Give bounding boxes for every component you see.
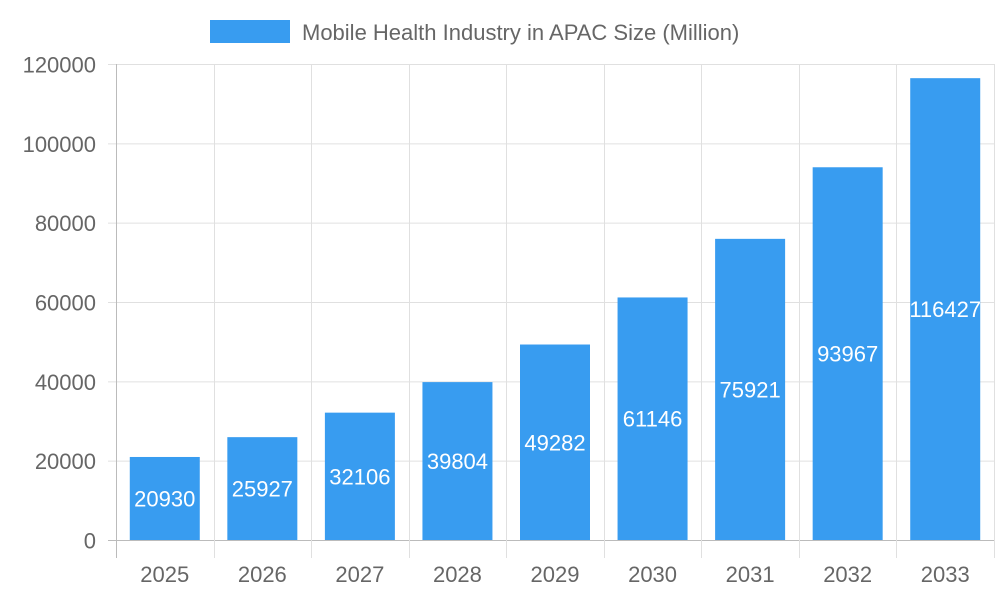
bar-2033[interactable] xyxy=(910,78,981,540)
bar-2025[interactable] xyxy=(129,456,200,540)
data-label: 116427 xyxy=(909,297,981,322)
y-tick-label: 100000 xyxy=(23,132,96,157)
x-tick-label: 2033 xyxy=(921,562,970,587)
x-tick-label: 2027 xyxy=(335,562,384,587)
bar-2031[interactable] xyxy=(715,238,786,541)
x-tick-label: 2025 xyxy=(140,562,189,587)
y-axis: 0 20000 40000 60000 80000 100000 120000 xyxy=(23,53,96,554)
data-label: 20930 xyxy=(134,486,195,511)
data-label: 49282 xyxy=(524,430,585,455)
bar-2029[interactable] xyxy=(520,344,590,540)
x-tick-label: 2026 xyxy=(238,562,287,587)
bar-2030[interactable] xyxy=(617,297,688,540)
bar-2027[interactable] xyxy=(324,412,395,540)
y-tick-label: 40000 xyxy=(35,370,96,395)
y-tick-label: 60000 xyxy=(35,291,96,316)
data-label: 61146 xyxy=(623,407,683,432)
data-label: 93967 xyxy=(817,342,878,367)
bars xyxy=(129,78,981,541)
data-label: 25927 xyxy=(232,477,293,502)
grid xyxy=(108,64,995,558)
y-tick-label: 0 xyxy=(84,529,96,554)
legend[interactable]: Mobile Health Industry in APAC Size (Mil… xyxy=(210,20,739,45)
y-tick-label: 120000 xyxy=(23,53,96,78)
x-tick-label: 2029 xyxy=(531,562,580,587)
bar-2032[interactable] xyxy=(812,167,883,541)
data-label: 75921 xyxy=(720,377,781,402)
y-tick-label: 80000 xyxy=(35,211,96,236)
data-label: 32106 xyxy=(329,464,390,489)
legend-swatch xyxy=(210,20,290,43)
x-tick-label: 2030 xyxy=(628,562,677,587)
x-tick-label: 2028 xyxy=(433,562,482,587)
y-tick-label: 20000 xyxy=(35,449,96,474)
x-axis: 2025 2026 2027 2028 2029 2030 2031 2032 2033 xyxy=(140,562,969,587)
legend-label: Mobile Health Industry in APAC Size (Mil… xyxy=(302,20,739,45)
bar-2028[interactable] xyxy=(422,382,493,540)
x-tick-label: 2031 xyxy=(726,562,775,587)
data-labels: 20930 25927 32106 39804 49282 61146 75921 93967… xyxy=(134,297,981,511)
x-tick-label: 2032 xyxy=(823,562,872,587)
bar-2026[interactable] xyxy=(227,437,298,540)
data-label: 39804 xyxy=(427,449,488,474)
